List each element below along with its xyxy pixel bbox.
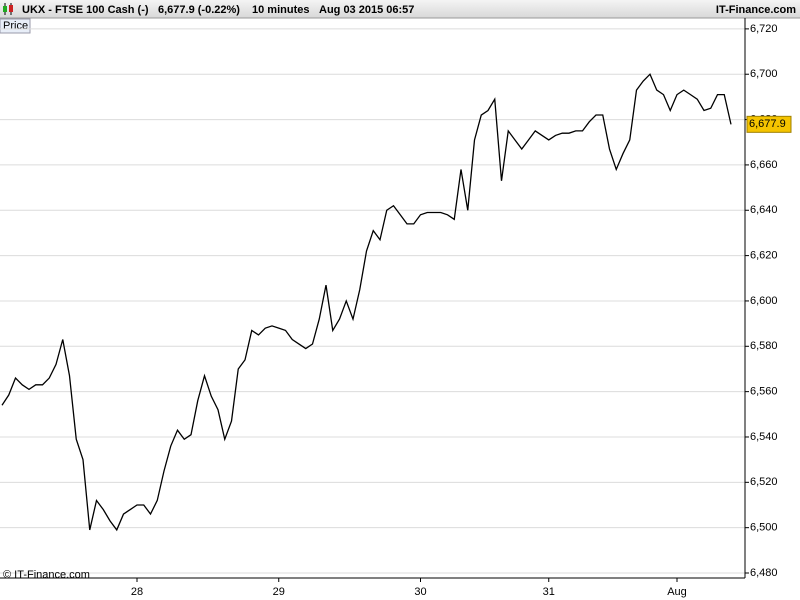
y-tick-label: 6,540 [750,431,778,443]
last-price-label: 6,677.9 [749,118,786,130]
interval: 10 minutes [252,4,309,16]
price-line [1,73,732,532]
y-tick-label: 6,720 [750,23,778,35]
header-bar [0,0,800,18]
logo-icon [3,3,13,15]
y-label-box [0,18,31,34]
y-tick-label: 6,620 [750,250,778,262]
y-tick-label: 6,560 [750,386,778,398]
y-tick-label: 6,700 [750,68,778,80]
y-tick-label: 6,640 [750,204,778,216]
last-price-box [746,115,792,133]
datetime: Aug 03 2015 06:57 [319,4,414,16]
y-tick-label: 6,500 [750,522,778,534]
x-tick-label: 29 [273,586,285,598]
x-tick-label: Aug [667,586,687,598]
chart-title: UKX - FTSE 100 Cash (-) [22,4,149,16]
y-tick-label: 6,600 [750,295,778,307]
y-tick-label: 6,660 [750,159,778,171]
brand: IT-Finance.com [716,4,796,16]
x-tick-label: 31 [543,586,555,598]
y-label: Price [3,20,28,32]
y-tick-label: 6,480 [750,567,778,579]
x-tick-label: 28 [131,586,143,598]
y-tick-label: 6,580 [750,340,778,352]
quote: 6,677.9 (-0.22%) [158,4,240,16]
copyright: © IT-Finance.com [3,569,90,581]
x-tick-label: 30 [414,586,426,598]
y-tick-label: 6,520 [750,476,778,488]
